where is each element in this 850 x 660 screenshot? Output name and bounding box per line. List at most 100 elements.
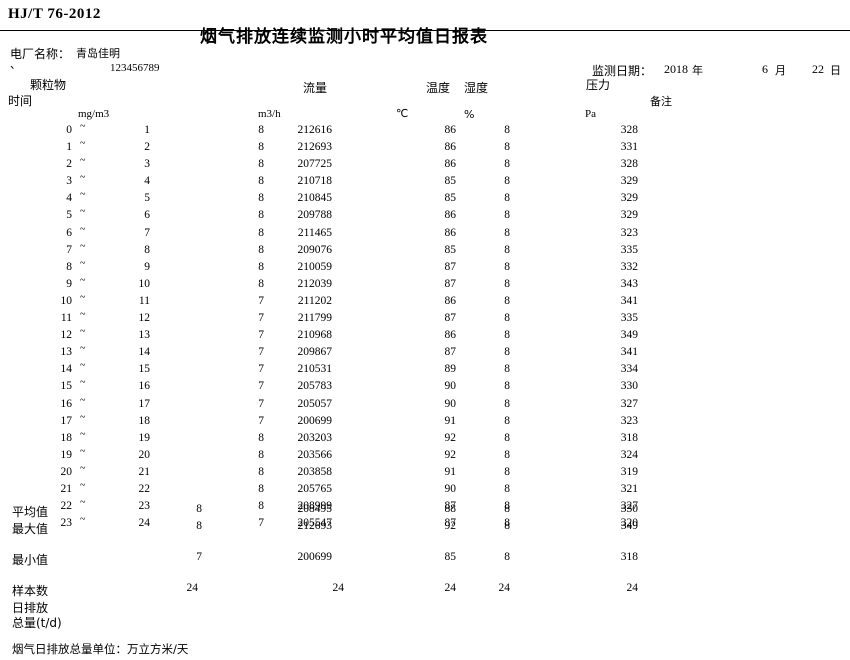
cell-pressure: 321 [620, 482, 638, 495]
summary-sample-count-particulate: 24 [186, 582, 199, 594]
range-separator: ~ [80, 394, 86, 406]
cell-humidity: 8 [504, 209, 510, 222]
cell-humidity: 8 [504, 243, 510, 256]
cell-time-start: 19 [60, 448, 73, 461]
cell-humidity: 8 [504, 346, 510, 359]
cell-humidity: 8 [504, 158, 510, 171]
cell-humidity: 8 [504, 431, 510, 444]
table-row: 17 ~18 7 200699 91 8 323 [0, 411, 850, 432]
cell-temperature: 87 [444, 517, 457, 530]
cell-time-end: 11 [138, 294, 150, 307]
cell-humidity: 8 [504, 500, 510, 513]
cell-particulate: 7 [258, 414, 264, 427]
table-row: 8 ~9 8 210059 87 8 332 [0, 257, 850, 278]
table-row: 12 ~13 7 210968 86 8 349 [0, 326, 850, 346]
column-header-temperature: 温度 [426, 81, 451, 95]
cell-temperature: 86 [444, 158, 457, 171]
cell-flow: 203858 [297, 465, 333, 478]
range-separator: ~ [80, 240, 86, 252]
footnote: 烟气日排放总量单位：万立方米/天 [12, 642, 189, 656]
range-separator: ~ [80, 411, 86, 423]
cell-pressure: 335 [620, 312, 638, 325]
cell-temperature: 86 [444, 226, 457, 239]
monitor-date-month-unit: 月 [775, 64, 786, 77]
cell-particulate: 8 [258, 448, 264, 461]
cell-humidity: 8 [504, 192, 510, 205]
cell-flow: 203566 [297, 448, 333, 461]
monitor-date-day-unit: 日 [830, 64, 841, 77]
cell-pressure: 329 [620, 209, 638, 222]
cell-pressure: 349 [620, 329, 638, 342]
range-separator: ~ [80, 291, 86, 303]
summary-average-humidity: 8 [504, 503, 510, 515]
cell-temperature: 87 [444, 500, 457, 513]
summary-minimum-temperature: 85 [444, 551, 457, 563]
cell-pressure: 330 [620, 380, 638, 393]
cell-pressure: 341 [620, 294, 638, 307]
cell-flow: 209076 [297, 243, 333, 256]
cell-temperature: 86 [444, 294, 457, 307]
cell-flow: 210968 [297, 329, 333, 342]
cell-particulate: 7 [258, 312, 264, 325]
cell-humidity: 8 [504, 363, 510, 376]
monitor-date-year: 2018 [664, 62, 688, 76]
summary-sample-count-label: 样本数 [12, 584, 49, 598]
column-header-time: 时间 [8, 94, 33, 108]
cell-flow: 205057 [297, 397, 333, 410]
range-separator: ~ [80, 462, 86, 474]
cell-pressure: 319 [620, 465, 638, 478]
range-separator: ~ [80, 445, 86, 457]
summary-minimum-flow: 200699 [297, 551, 333, 563]
cell-time-start: 16 [60, 397, 73, 410]
cell-temperature: 91 [444, 465, 457, 478]
table-row: 9 ~10 8 212039 87 8 343 [0, 275, 850, 295]
cell-time-start: 21 [60, 482, 73, 495]
cell-time-end: 8 [144, 243, 150, 256]
plant-id-value: 123456789 [110, 62, 160, 74]
cell-particulate: 8 [258, 226, 264, 239]
cell-time-start: 13 [60, 346, 73, 359]
cell-particulate: 7 [258, 380, 264, 393]
table-row: 6 ~7 8 211465 86 8 323 [0, 224, 850, 244]
cell-particulate: 8 [258, 192, 264, 205]
range-separator: ~ [80, 206, 86, 218]
cell-pressure: 334 [620, 363, 638, 376]
monitor-date-day: 22 [812, 62, 824, 76]
cell-pressure: 332 [620, 260, 638, 273]
header-divider [0, 30, 850, 31]
cell-time-end: 19 [138, 431, 151, 444]
unit-humidity: % [464, 108, 475, 121]
cell-temperature: 85 [444, 192, 457, 205]
summary-average-particulate: 8 [196, 503, 202, 515]
cell-flow: 212693 [297, 141, 333, 154]
cell-pressure: 331 [620, 141, 638, 154]
table-row: 22 ~23 8 208999 87 8 327 [0, 497, 850, 517]
summary-maximum-flow: 212693 [297, 520, 333, 532]
table-row: 13 ~14 7 209867 87 8 341 [0, 343, 850, 363]
cell-particulate: 8 [258, 260, 264, 273]
cell-humidity: 8 [504, 380, 510, 393]
cell-time-end: 23 [138, 500, 151, 513]
cell-temperature: 86 [444, 141, 457, 154]
unit-pressure: Pa [585, 108, 596, 120]
table-row: 5 ~6 8 209788 86 8 329 [0, 206, 850, 226]
range-separator: ~ [80, 514, 86, 526]
cell-pressure: 343 [620, 277, 638, 290]
cell-humidity: 8 [504, 329, 510, 342]
cell-pressure: 320 [620, 517, 638, 530]
cell-time-start: 12 [60, 329, 73, 342]
cell-particulate: 7 [258, 294, 264, 307]
cell-time-end: 4 [144, 175, 150, 188]
cell-time-start: 18 [60, 431, 73, 444]
cell-temperature: 89 [444, 363, 457, 376]
table-row: 1 ~2 8 212693 86 8 331 [0, 138, 850, 158]
cell-temperature: 90 [444, 397, 457, 410]
cell-time-end: 22 [138, 482, 151, 495]
cell-temperature: 90 [444, 380, 457, 393]
cell-humidity: 8 [504, 124, 510, 136]
cell-particulate: 8 [258, 141, 264, 154]
cell-flow: 212616 [297, 124, 333, 136]
column-header-remark: 备注 [650, 95, 672, 108]
range-separator: ~ [80, 257, 86, 269]
summary-average-temperature: 88 [444, 503, 457, 515]
